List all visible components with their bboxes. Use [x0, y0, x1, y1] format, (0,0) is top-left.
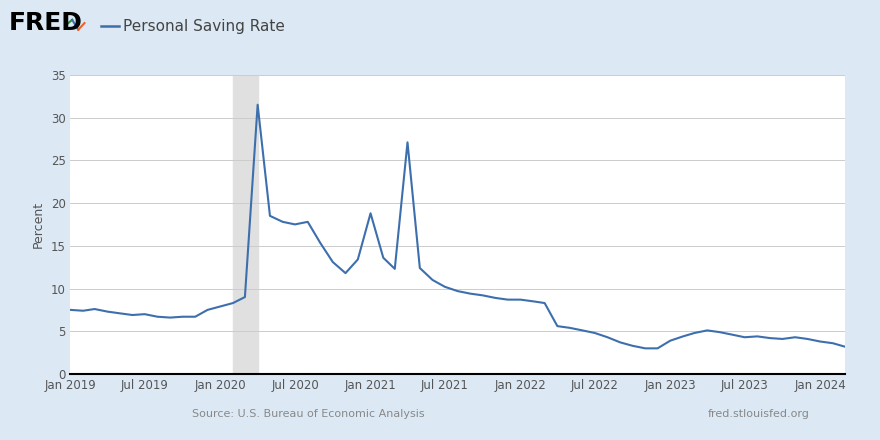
Text: Source: U.S. Bureau of Economic Analysis: Source: U.S. Bureau of Economic Analysis	[192, 409, 424, 418]
Text: fred.stlouisfed.org: fred.stlouisfed.org	[708, 409, 810, 418]
Y-axis label: Percent: Percent	[32, 201, 45, 248]
Text: Personal Saving Rate: Personal Saving Rate	[123, 19, 285, 34]
Text: FRED: FRED	[9, 11, 83, 35]
Bar	[233, 75, 258, 374]
